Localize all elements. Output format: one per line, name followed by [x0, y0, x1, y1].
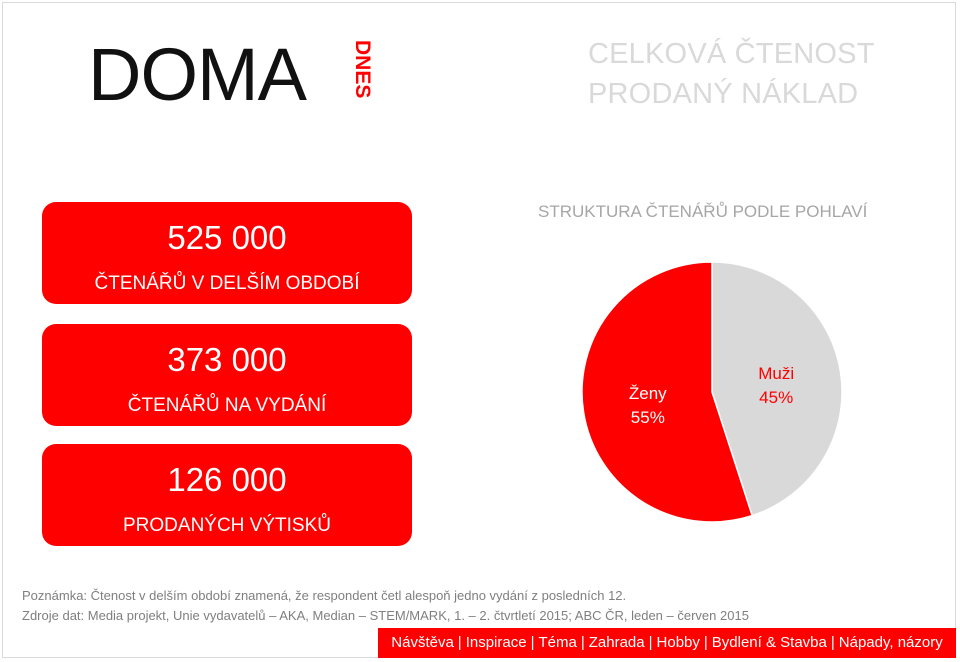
stat-box-readers-long-term: 525 000 ČTENÁŘŮ V DELŠÍM OBDOBÍ [42, 202, 412, 304]
stat-value: 373 000 [167, 341, 287, 378]
footer-nav-item[interactable]: Hobby [656, 634, 700, 651]
footer-nav-item[interactable]: Bydlení & Stavba [711, 634, 827, 651]
stat-label: ČTENÁŘŮ NA VYDÁNÍ [127, 395, 327, 416]
gender-pie-chart: Muži 45% Ženy 55% [581, 261, 843, 523]
nav-separator: | [830, 634, 835, 651]
nav-separator: | [530, 634, 535, 651]
source-line: Zdroje dat: Media projekt, Unie vydavate… [22, 608, 749, 623]
footer-section-nav: Návštěva | Inspirace | Téma | Zahrada | Hobby | By… [378, 628, 956, 658]
nav-separator: | [457, 634, 462, 651]
pie-label-name: Ženy [629, 384, 667, 403]
stat-label: PRODANÝCH VÝTISKŮ [123, 515, 331, 536]
pie-slice-muži [711, 261, 843, 517]
nav-separator: | [703, 634, 708, 651]
stat-box-readers-per-issue: 373 000 ČTENÁŘŮ NA VYDÁNÍ [42, 324, 412, 426]
stat-value: 126 000 [167, 461, 287, 498]
footer-nav-item[interactable]: Inspirace [465, 634, 527, 651]
stat-label: ČTENÁŘŮ V DELŠÍM OBDOBÍ [94, 273, 360, 294]
chart-title: STRUKTURA ČTENÁŘŮ PODLE POHLAVÍ [538, 202, 868, 221]
logo-dnes-text: DNES [351, 40, 374, 98]
pie-label-value: 45% [759, 388, 793, 407]
logo-doma-text: DOMA [88, 38, 308, 112]
footer-nav-item[interactable]: Návštěva [391, 634, 454, 651]
pie-label-name: Muži [758, 364, 794, 383]
doma-dnes-logo: DOMA DNES [88, 38, 374, 112]
nav-separator: | [580, 634, 585, 651]
slide-headline: CELKOVÁ ČTENOST PRODANÝ NÁKLAD [588, 34, 888, 114]
headline-line-2: PRODANÝ NÁKLAD [588, 78, 859, 110]
pie-slice-ženy [581, 261, 754, 523]
headline-line-1: CELKOVÁ ČTENOST [588, 38, 875, 70]
stat-value: 525 000 [167, 219, 287, 256]
stat-box-sold-copies: 126 000 PRODANÝCH VÝTISKŮ [42, 444, 412, 546]
pie-label-value: 55% [631, 408, 665, 427]
nav-separator: | [648, 634, 653, 651]
footnotes: Poznámka: Čtenost v delším období znamen… [22, 586, 749, 626]
footer-nav-item[interactable]: Nápady, názory [838, 634, 943, 651]
footer-nav-item[interactable]: Téma [538, 634, 577, 651]
note-line: Poznámka: Čtenost v delším období znamen… [22, 588, 627, 603]
footer-nav-item[interactable]: Zahrada [588, 634, 645, 651]
